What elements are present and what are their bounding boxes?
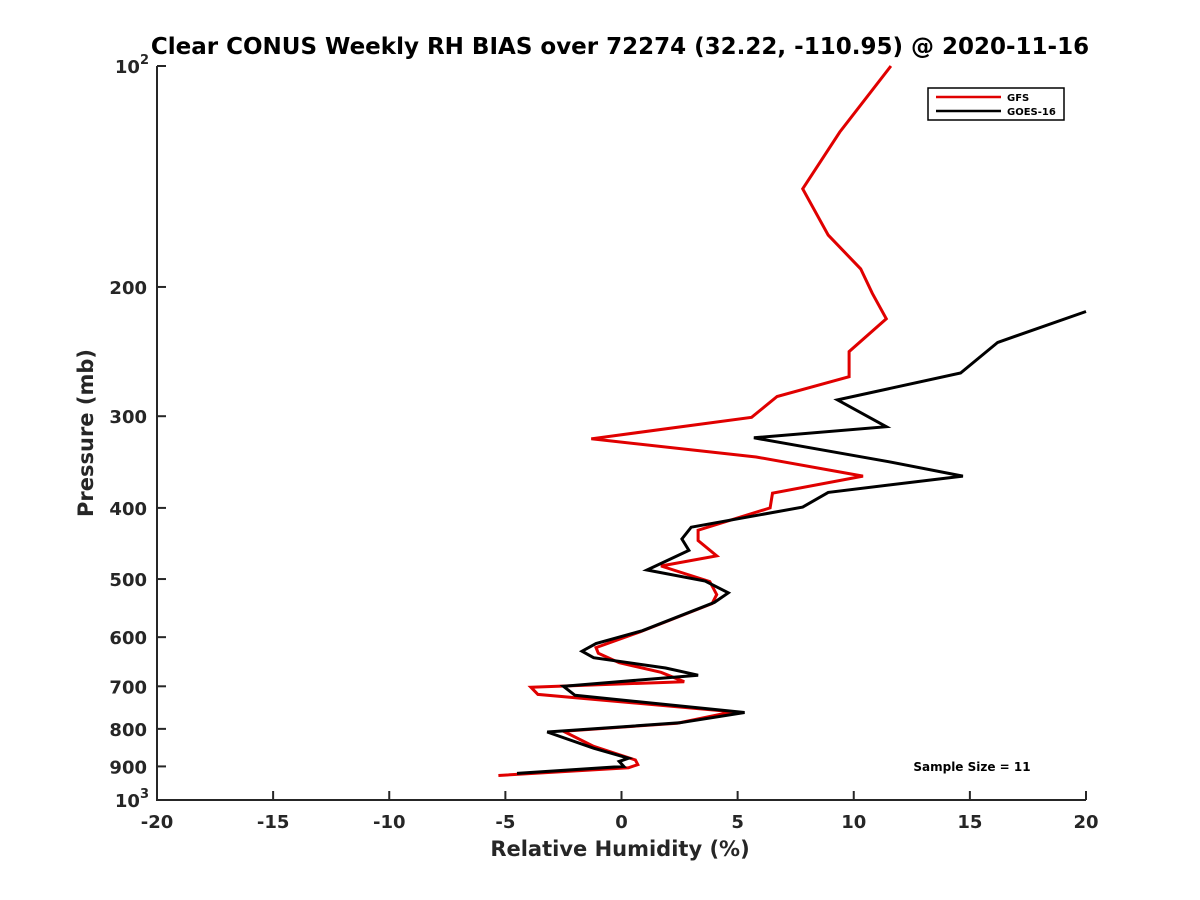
legend-label-gfs: GFS <box>1007 93 1029 104</box>
series-line-goes-16 <box>516 310 1087 775</box>
x-tick-label: 10 <box>841 812 866 833</box>
y-tick-label: 700 <box>109 677 147 698</box>
x-tick-label: -20 <box>141 812 174 833</box>
y-axis-ticks: 102 200 300 400 500 600 700 800 900 103 <box>109 53 166 812</box>
y-tick-label: 400 <box>109 499 147 520</box>
legend-label-goes16: GOES-16 <box>1007 107 1056 118</box>
y-tick-label: 600 <box>109 628 147 649</box>
plot-area: -20 -15 -10 -5 0 5 10 15 20 102 200 300 400 500 600 70… <box>109 53 1098 833</box>
y-tick-label: 800 <box>109 720 147 741</box>
y-tick-label: 200 <box>109 278 147 299</box>
y-tick-label: 900 <box>109 757 147 778</box>
x-tick-label: 0 <box>615 812 628 833</box>
x-tick-label: -10 <box>373 812 406 833</box>
legend: GFS GOES-16 <box>927 87 1065 121</box>
x-axis-ticks: -20 -15 -10 -5 0 5 10 15 20 <box>141 791 1099 833</box>
x-tick-label: 15 <box>957 812 982 833</box>
chart-title: Clear CONUS Weekly RH BIAS over 72274 (3… <box>151 34 1089 60</box>
sample-size-annotation: Sample Size = 11 <box>913 760 1030 774</box>
x-tick-label: 20 <box>1073 812 1098 833</box>
legend-box <box>927 87 1065 121</box>
y-tick-label: 500 <box>109 570 147 591</box>
x-tick-label: -5 <box>495 812 515 833</box>
series-line-gfs <box>498 65 893 777</box>
y-tick-label: 102 <box>115 53 149 78</box>
series-lines <box>498 65 1087 777</box>
x-tick-label: 5 <box>731 812 744 833</box>
x-tick-label: -15 <box>257 812 290 833</box>
y-tick-label: 300 <box>109 407 147 428</box>
y-tick-label: 103 <box>115 787 149 812</box>
y-axis-label: Pressure (mb) <box>74 349 98 517</box>
x-axis-label: Relative Humidity (%) <box>490 837 749 861</box>
